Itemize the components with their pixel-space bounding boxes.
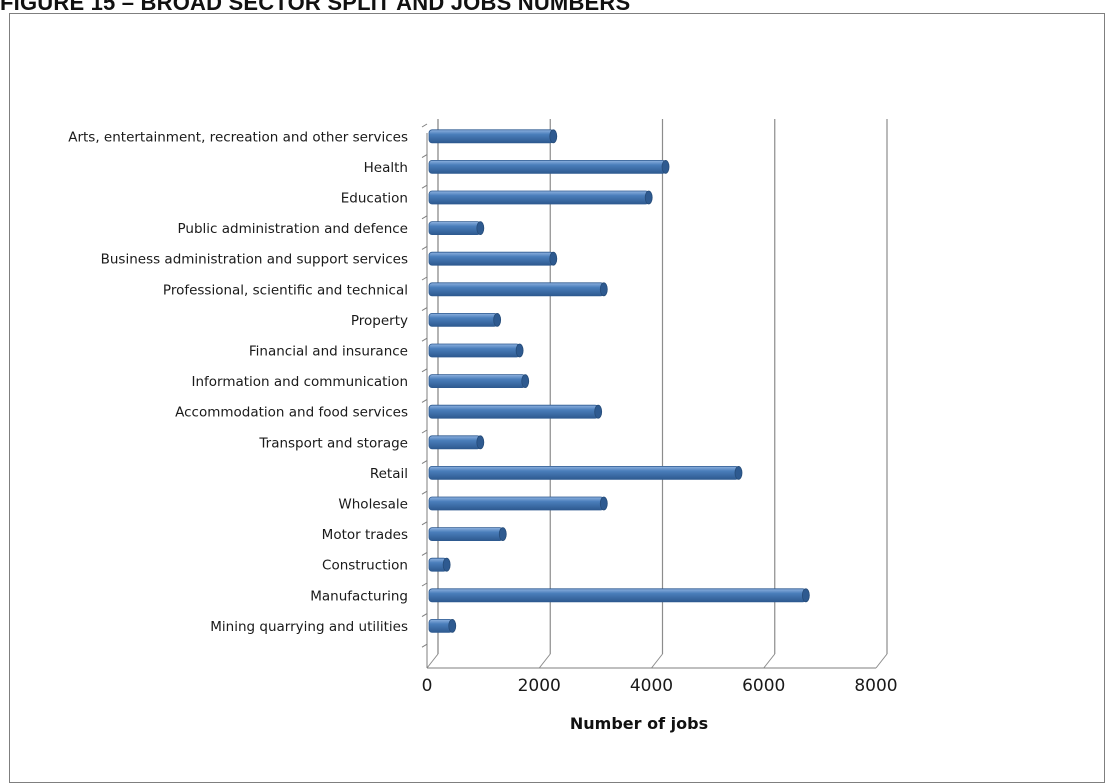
x-tick-label: 2000 bbox=[518, 676, 561, 696]
bar bbox=[428, 251, 554, 266]
category-tick bbox=[421, 398, 428, 403]
category-tick bbox=[421, 337, 428, 342]
bar bbox=[428, 404, 599, 419]
bar-end-cap bbox=[644, 190, 653, 205]
bar-end-cap bbox=[476, 221, 485, 236]
page-title: FIGURE 15 – BROAD SECTOR SPLIT AND JOBS … bbox=[0, 0, 631, 15]
category-tick bbox=[421, 154, 428, 159]
category-label: Public administration and defence bbox=[177, 221, 408, 237]
category-tick bbox=[421, 123, 428, 128]
gridline-floor bbox=[426, 653, 439, 669]
category-label: Construction bbox=[322, 558, 408, 574]
bar-end-cap bbox=[476, 435, 485, 450]
category-label: Accommodation and food services bbox=[175, 405, 408, 421]
bar-end-cap bbox=[549, 251, 558, 266]
bar-end-cap bbox=[594, 404, 603, 419]
category-tick bbox=[421, 643, 428, 648]
bar-chart: Arts, entertainment, recreation and othe… bbox=[68, 119, 898, 733]
category-label: Mining quarrying and utilities bbox=[210, 619, 408, 635]
chart-frame: Arts, entertainment, recreation and othe… bbox=[9, 13, 1105, 783]
category-tick bbox=[421, 521, 428, 526]
gridline-floor bbox=[763, 653, 776, 669]
category-label: Manufacturing bbox=[310, 588, 408, 604]
x-tick-label: 4000 bbox=[630, 676, 673, 696]
x-tick-label: 8000 bbox=[854, 676, 897, 696]
bar bbox=[428, 588, 807, 603]
category-label: Transport and storage bbox=[258, 435, 408, 451]
bar bbox=[428, 190, 650, 205]
bar-end-cap bbox=[515, 343, 524, 358]
x-tick-labels: 0 2000 4000 6000 8000 bbox=[422, 676, 898, 696]
category-tick bbox=[421, 368, 428, 373]
category-tick bbox=[421, 490, 428, 495]
bar bbox=[428, 221, 481, 236]
x-tick-label: 6000 bbox=[742, 676, 785, 696]
gridline-floor bbox=[538, 653, 551, 669]
bar bbox=[428, 465, 739, 480]
bar bbox=[428, 282, 605, 297]
bars bbox=[428, 129, 810, 633]
bar bbox=[428, 343, 521, 358]
bar bbox=[428, 159, 666, 174]
category-label: Professional, scientific and technical bbox=[163, 282, 408, 298]
bar bbox=[428, 527, 504, 541]
category-tick bbox=[421, 184, 428, 189]
category-tick bbox=[421, 215, 428, 220]
bar-end-cap bbox=[661, 159, 670, 174]
category-label: Business administration and support serv… bbox=[101, 252, 408, 268]
category-tick bbox=[421, 245, 428, 250]
category-tick bbox=[421, 307, 428, 312]
category-label: Information and communication bbox=[191, 374, 408, 390]
bar-end-cap bbox=[493, 312, 502, 327]
category-label: Financial and insurance bbox=[249, 344, 408, 360]
category-label: Property bbox=[351, 313, 408, 329]
bar bbox=[428, 435, 481, 450]
category-tick bbox=[421, 613, 428, 618]
x-tick-label: 0 bbox=[422, 676, 433, 696]
category-label: Retail bbox=[370, 466, 408, 482]
category-label: Health bbox=[364, 160, 408, 176]
category-label: Arts, entertainment, recreation and othe… bbox=[68, 129, 408, 145]
bar-end-cap bbox=[521, 374, 530, 389]
bar bbox=[428, 312, 498, 327]
bar bbox=[428, 374, 526, 389]
bar-end-cap bbox=[599, 282, 608, 297]
category-label: Motor trades bbox=[322, 527, 408, 543]
category-tick bbox=[421, 460, 428, 465]
gridline-floor bbox=[651, 653, 663, 669]
category-label: Education bbox=[341, 191, 408, 207]
bar-end-cap bbox=[801, 588, 810, 603]
bar-end-cap bbox=[448, 619, 457, 633]
bar-end-cap bbox=[599, 496, 608, 511]
category-tick bbox=[421, 551, 428, 556]
bar-end-cap bbox=[734, 465, 743, 480]
bar bbox=[428, 496, 605, 511]
category-tick bbox=[421, 582, 428, 587]
category-label: Wholesale bbox=[338, 497, 408, 513]
bar-end-cap bbox=[549, 129, 558, 144]
bar-end-cap bbox=[498, 527, 507, 541]
category-tick bbox=[421, 276, 428, 281]
gridline-floor bbox=[875, 653, 888, 669]
bar-end-cap bbox=[442, 557, 451, 572]
category-labels: Arts, entertainment, recreation and othe… bbox=[68, 129, 408, 635]
x-axis-title: Number of jobs bbox=[570, 714, 708, 733]
bar bbox=[428, 129, 554, 144]
category-tick bbox=[421, 429, 428, 434]
